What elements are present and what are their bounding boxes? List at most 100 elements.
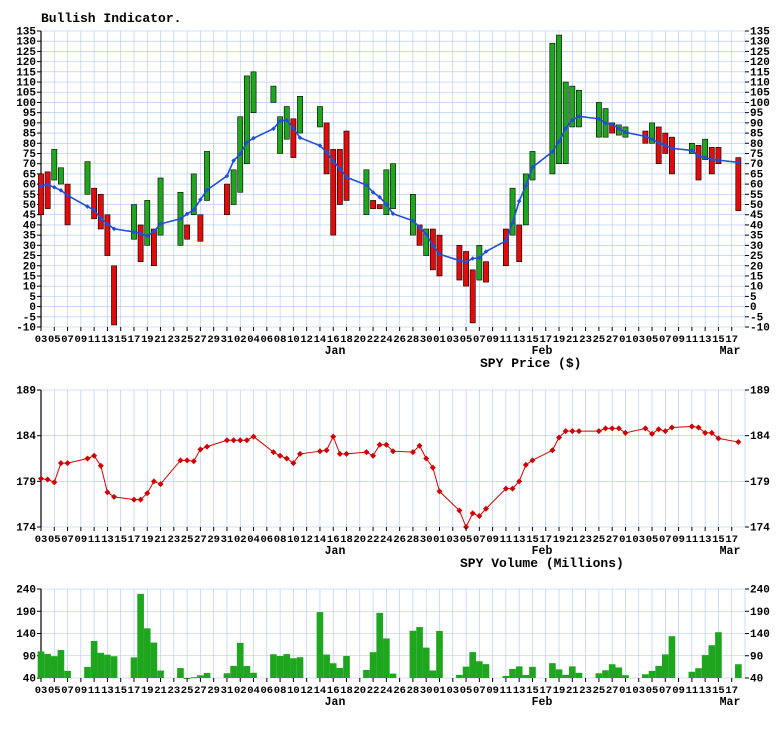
svg-text:25: 25 bbox=[593, 334, 606, 346]
svg-text:21: 21 bbox=[566, 534, 579, 546]
svg-text:26: 26 bbox=[393, 534, 406, 546]
svg-text:-10: -10 bbox=[16, 323, 36, 335]
svg-text:25: 25 bbox=[181, 534, 194, 546]
svg-text:135: 135 bbox=[16, 27, 36, 39]
svg-text:Jan: Jan bbox=[325, 545, 346, 558]
svg-text:90: 90 bbox=[750, 651, 763, 663]
svg-text:29: 29 bbox=[207, 534, 220, 546]
svg-text:15: 15 bbox=[114, 685, 127, 697]
svg-text:01: 01 bbox=[619, 534, 632, 546]
svg-text:13: 13 bbox=[699, 534, 712, 546]
svg-text:02: 02 bbox=[234, 334, 247, 346]
svg-text:19: 19 bbox=[553, 685, 566, 697]
svg-text:40: 40 bbox=[23, 674, 36, 686]
svg-text:29: 29 bbox=[207, 685, 220, 697]
svg-text:25: 25 bbox=[593, 534, 606, 546]
svg-text:21: 21 bbox=[154, 534, 167, 546]
svg-text:02: 02 bbox=[234, 534, 247, 546]
svg-text:07: 07 bbox=[659, 534, 672, 546]
svg-text:05: 05 bbox=[48, 685, 61, 697]
svg-text:115: 115 bbox=[750, 67, 770, 79]
svg-text:03: 03 bbox=[35, 534, 48, 546]
svg-text:115: 115 bbox=[16, 67, 36, 79]
svg-text:190: 190 bbox=[16, 607, 36, 619]
svg-text:03: 03 bbox=[632, 334, 645, 346]
svg-text:25: 25 bbox=[181, 334, 194, 346]
svg-text:24: 24 bbox=[380, 685, 393, 697]
svg-text:11: 11 bbox=[88, 685, 101, 697]
svg-text:SPY Price ($): SPY Price ($) bbox=[480, 356, 581, 371]
svg-text:19: 19 bbox=[141, 334, 154, 346]
svg-text:5: 5 bbox=[750, 292, 757, 304]
svg-text:23: 23 bbox=[579, 685, 592, 697]
svg-text:35: 35 bbox=[23, 231, 37, 243]
svg-text:25: 25 bbox=[593, 685, 606, 697]
svg-text:21: 21 bbox=[566, 334, 579, 346]
svg-text:Mar: Mar bbox=[720, 545, 741, 558]
svg-text:07: 07 bbox=[473, 334, 486, 346]
svg-text:24: 24 bbox=[380, 334, 393, 346]
svg-text:28: 28 bbox=[407, 685, 420, 697]
svg-text:05: 05 bbox=[48, 534, 61, 546]
svg-text:17: 17 bbox=[128, 685, 141, 697]
svg-text:07: 07 bbox=[659, 685, 672, 697]
svg-text:11: 11 bbox=[500, 685, 513, 697]
svg-text:10: 10 bbox=[287, 534, 300, 546]
svg-text:03: 03 bbox=[446, 534, 459, 546]
svg-text:240: 240 bbox=[16, 585, 36, 597]
svg-text:30: 30 bbox=[420, 534, 433, 546]
svg-text:12: 12 bbox=[300, 685, 313, 697]
svg-text:12: 12 bbox=[300, 534, 313, 546]
svg-text:135: 135 bbox=[750, 27, 770, 39]
svg-text:19: 19 bbox=[141, 534, 154, 546]
svg-text:95: 95 bbox=[750, 108, 764, 120]
svg-text:140: 140 bbox=[750, 629, 770, 641]
svg-text:05: 05 bbox=[48, 334, 61, 346]
svg-text:08: 08 bbox=[274, 534, 287, 546]
svg-text:SPY Volume (Millions): SPY Volume (Millions) bbox=[460, 556, 624, 571]
svg-text:22: 22 bbox=[367, 685, 380, 697]
svg-text:13: 13 bbox=[699, 334, 712, 346]
svg-text:03: 03 bbox=[446, 334, 459, 346]
svg-text:09: 09 bbox=[486, 534, 499, 546]
svg-text:13: 13 bbox=[513, 685, 526, 697]
svg-text:Bullish Indicator.: Bullish Indicator. bbox=[41, 11, 181, 26]
svg-text:174: 174 bbox=[16, 523, 36, 535]
svg-text:-10: -10 bbox=[750, 323, 770, 335]
svg-text:184: 184 bbox=[750, 431, 770, 443]
svg-text:130: 130 bbox=[750, 37, 770, 49]
svg-text:23: 23 bbox=[168, 685, 181, 697]
svg-text:09: 09 bbox=[486, 685, 499, 697]
svg-text:03: 03 bbox=[35, 685, 48, 697]
svg-text:70: 70 bbox=[750, 159, 763, 171]
svg-text:15: 15 bbox=[750, 271, 764, 283]
svg-text:27: 27 bbox=[606, 685, 619, 697]
svg-text:07: 07 bbox=[61, 534, 74, 546]
svg-text:28: 28 bbox=[407, 534, 420, 546]
svg-text:23: 23 bbox=[579, 334, 592, 346]
svg-text:09: 09 bbox=[672, 334, 685, 346]
svg-text:09: 09 bbox=[672, 685, 685, 697]
svg-text:13: 13 bbox=[513, 534, 526, 546]
svg-text:28: 28 bbox=[407, 334, 420, 346]
svg-text:80: 80 bbox=[23, 139, 36, 151]
svg-text:140: 140 bbox=[16, 629, 36, 641]
svg-text:07: 07 bbox=[61, 334, 74, 346]
svg-text:05: 05 bbox=[460, 534, 473, 546]
svg-text:05: 05 bbox=[646, 334, 659, 346]
svg-text:Jan: Jan bbox=[325, 696, 346, 709]
svg-text:27: 27 bbox=[194, 334, 207, 346]
svg-text:03: 03 bbox=[632, 685, 645, 697]
svg-text:01: 01 bbox=[619, 685, 632, 697]
svg-text:22: 22 bbox=[367, 334, 380, 346]
svg-text:19: 19 bbox=[553, 534, 566, 546]
svg-text:22: 22 bbox=[367, 534, 380, 546]
svg-text:09: 09 bbox=[486, 334, 499, 346]
svg-text:07: 07 bbox=[61, 685, 74, 697]
svg-text:07: 07 bbox=[473, 534, 486, 546]
svg-text:100: 100 bbox=[16, 98, 36, 110]
svg-text:01: 01 bbox=[433, 685, 446, 697]
svg-text:Feb: Feb bbox=[532, 696, 553, 709]
svg-text:20: 20 bbox=[353, 534, 366, 546]
svg-text:15: 15 bbox=[23, 271, 37, 283]
